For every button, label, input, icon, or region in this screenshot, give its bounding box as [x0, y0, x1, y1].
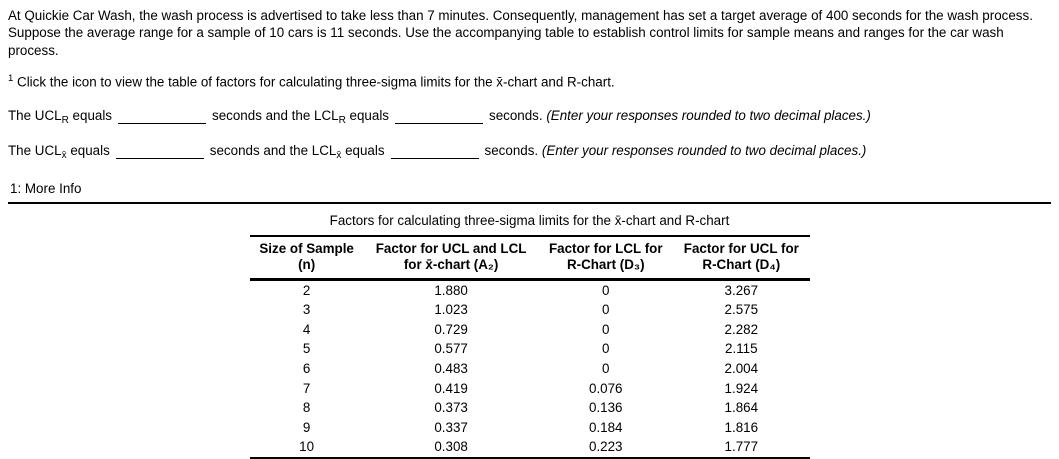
answer-text-mid: seconds and the LCL — [209, 142, 337, 158]
cell-n: 5 — [302, 341, 311, 357]
cell-n: 7 — [302, 380, 311, 396]
answer-text-lead: The UCL — [8, 142, 62, 158]
footnote-text[interactable]: Click the icon to view the table of fact… — [13, 74, 615, 90]
cell-d3: 0.076 — [589, 380, 623, 396]
factors-table: Size of Sample (n) Factor for UCL and LCL… — [249, 234, 810, 459]
cell-d4: 1.777 — [724, 439, 759, 455]
cell-n: 10 — [299, 439, 315, 455]
cell-d4: 1.864 — [724, 400, 759, 416]
more-info-divider — [8, 201, 1051, 204]
answer-text-tail: seconds. — [489, 107, 547, 123]
answer-line-ucl-xbar: The UCLx̄ equals seconds and the LCLx̄ eq… — [8, 142, 1051, 161]
subscript-r: R — [338, 114, 346, 126]
col-header-sample-size: Size of Sample (n) — [249, 235, 364, 281]
cell-d4: 3.267 — [724, 282, 759, 298]
more-info-label: 1: More Info — [10, 180, 82, 196]
table-row: 10 0.308 0.223 1.777 — [250, 437, 810, 458]
answer-line-ucl-r: The UCLR equals seconds and the LCLR equa… — [8, 107, 1051, 126]
answer-text-equals: equals — [66, 142, 110, 158]
ucl-r-answer-blank[interactable] — [118, 122, 207, 124]
cell-a2: 0.419 — [434, 380, 468, 396]
cell-a2: 0.483 — [434, 361, 468, 377]
table-row: 2 1.880 0 3.267 — [250, 279, 810, 300]
answer-text-equals: equals — [341, 142, 385, 158]
ucl-xbar-answer-blank[interactable] — [115, 157, 204, 159]
col-header-d4: Factor for UCL for R-Chart (D₄) — [673, 235, 810, 281]
answer-text-lead: The UCL — [8, 107, 62, 123]
factors-table-body: 2 1.880 0 3.267 3 1.023 0 2.575 4 0.729 0 2.282 5… — [250, 279, 810, 458]
cell-a2: 0.373 — [434, 400, 468, 416]
answer-text-equals: equals — [68, 107, 113, 123]
cell-d3: 0.223 — [589, 439, 623, 455]
col-header-a2: Factor for UCL and LCL for x̄-chart (A₂) — [363, 235, 539, 281]
cell-d4: 2.115 — [725, 341, 758, 357]
answer-text-tail: seconds. — [484, 142, 542, 158]
cell-d3: 0.136 — [589, 400, 623, 416]
cell-a2: 0.729 — [434, 321, 468, 337]
cell-n: 6 — [302, 361, 311, 377]
footnote-marker: 1 — [8, 73, 14, 85]
subscript-xbar: x̄ — [336, 149, 342, 161]
cell-n: 8 — [302, 400, 311, 416]
cell-d3: 0 — [602, 282, 610, 298]
subscript-xbar: x̄ — [61, 149, 67, 161]
cell-a2: 0.337 — [434, 419, 468, 435]
answer-instruction: (Enter your responses rounded to two dec… — [541, 142, 867, 158]
table-row: 5 0.577 0 2.115 — [250, 339, 810, 359]
cell-a2: 1.880 — [434, 282, 468, 298]
cell-n: 4 — [302, 321, 311, 337]
subscript-r: R — [61, 114, 69, 126]
table-row: 4 0.729 0 2.282 — [250, 320, 810, 340]
table-title: Factors for calculating three-sigma limi… — [329, 212, 730, 228]
cell-d3: 0 — [602, 321, 610, 337]
col-header-d3: Factor for LCL for R-Chart (D₃) — [538, 235, 674, 281]
table-row: 8 0.373 0.136 1.864 — [250, 398, 810, 418]
cell-d3: 0.184 — [589, 419, 623, 435]
cell-d4: 2.575 — [724, 302, 759, 318]
table-row: 6 0.483 0 2.004 — [250, 359, 810, 379]
answer-text-mid: seconds and the LCL — [212, 107, 339, 123]
cell-n: 3 — [302, 302, 311, 318]
table-row: 3 1.023 0 2.575 — [250, 300, 810, 320]
table-row: 7 0.419 0.076 1.924 — [250, 379, 810, 399]
cell-n: 2 — [302, 282, 311, 298]
table-row: 9 0.337 0.184 1.816 — [250, 418, 810, 438]
cell-a2: 1.023 — [434, 302, 468, 318]
cell-d4: 2.004 — [724, 361, 759, 377]
problem-statement: At Quickie Car Wash, the wash process is… — [8, 8, 1033, 58]
more-info-section: 1: More Info Factors for calculating thr… — [8, 181, 1051, 459]
cell-d3: 0 — [602, 361, 610, 377]
answer-text-equals: equals — [345, 107, 389, 123]
lcl-r-answer-blank[interactable] — [395, 122, 483, 124]
answer-instruction: (Enter your responses rounded to two dec… — [546, 107, 871, 123]
factors-table-header: Size of Sample (n) Factor for UCL and LCL… — [249, 235, 810, 281]
footnote: 1 Click the icon to view the table of fa… — [8, 71, 1051, 90]
cell-d4: 2.282 — [724, 321, 759, 337]
cell-a2: 0.577 — [434, 341, 468, 357]
cell-a2: 0.308 — [434, 439, 468, 455]
cell-d4: 1.924 — [724, 380, 759, 396]
header-row: Size of Sample (n) Factor for UCL and LCL… — [249, 235, 810, 281]
cell-d4: 1.816 — [724, 419, 759, 435]
cell-d3: 0 — [602, 341, 610, 357]
cell-d3: 0 — [602, 302, 610, 318]
cell-n: 9 — [302, 419, 311, 435]
lcl-xbar-answer-blank[interactable] — [390, 157, 479, 159]
